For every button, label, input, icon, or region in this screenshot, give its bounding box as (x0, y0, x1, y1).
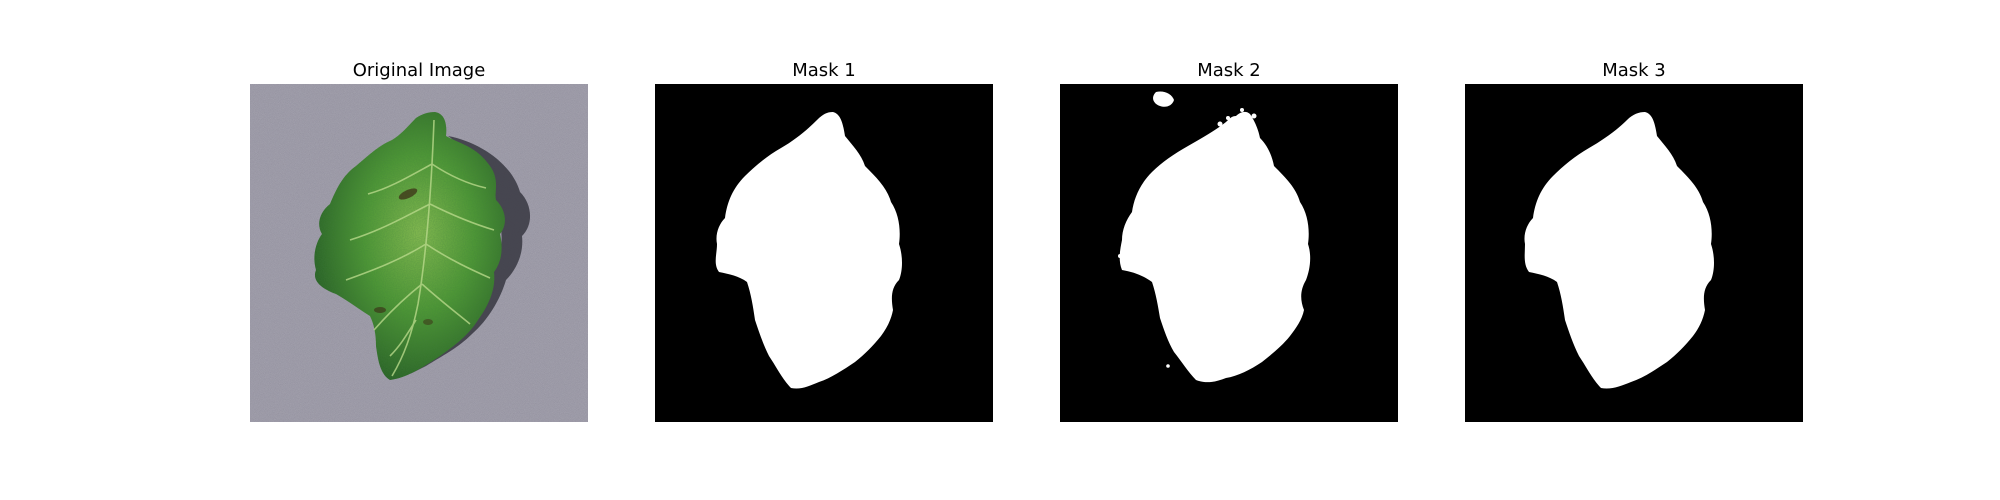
panel-title: Mask 3 (1602, 60, 1666, 81)
leaf-shadow (410, 136, 531, 374)
panel-mask-1: Mask 1 (655, 58, 993, 422)
panel-original-image: Original Image (250, 58, 588, 422)
mask-region (1119, 111, 1311, 383)
mask-2-image (1060, 84, 1398, 422)
panel-mask-2: Mask 2 (1060, 58, 1398, 422)
panel-mask-3: Mask 3 (1465, 58, 1803, 422)
mask-speck (1153, 91, 1174, 107)
mask-1-image (655, 84, 993, 422)
mask-3-image (1465, 84, 1803, 422)
mask-region (715, 112, 902, 389)
panel-title: Original Image (352, 60, 486, 81)
panel-title: Mask 1 (792, 60, 856, 81)
panel-title: Mask 2 (1197, 60, 1261, 81)
mask-edge-noise (1118, 108, 1257, 368)
mask-region (1524, 112, 1714, 389)
leaf-veins (345, 119, 495, 377)
original-leaf-photo (250, 84, 588, 422)
